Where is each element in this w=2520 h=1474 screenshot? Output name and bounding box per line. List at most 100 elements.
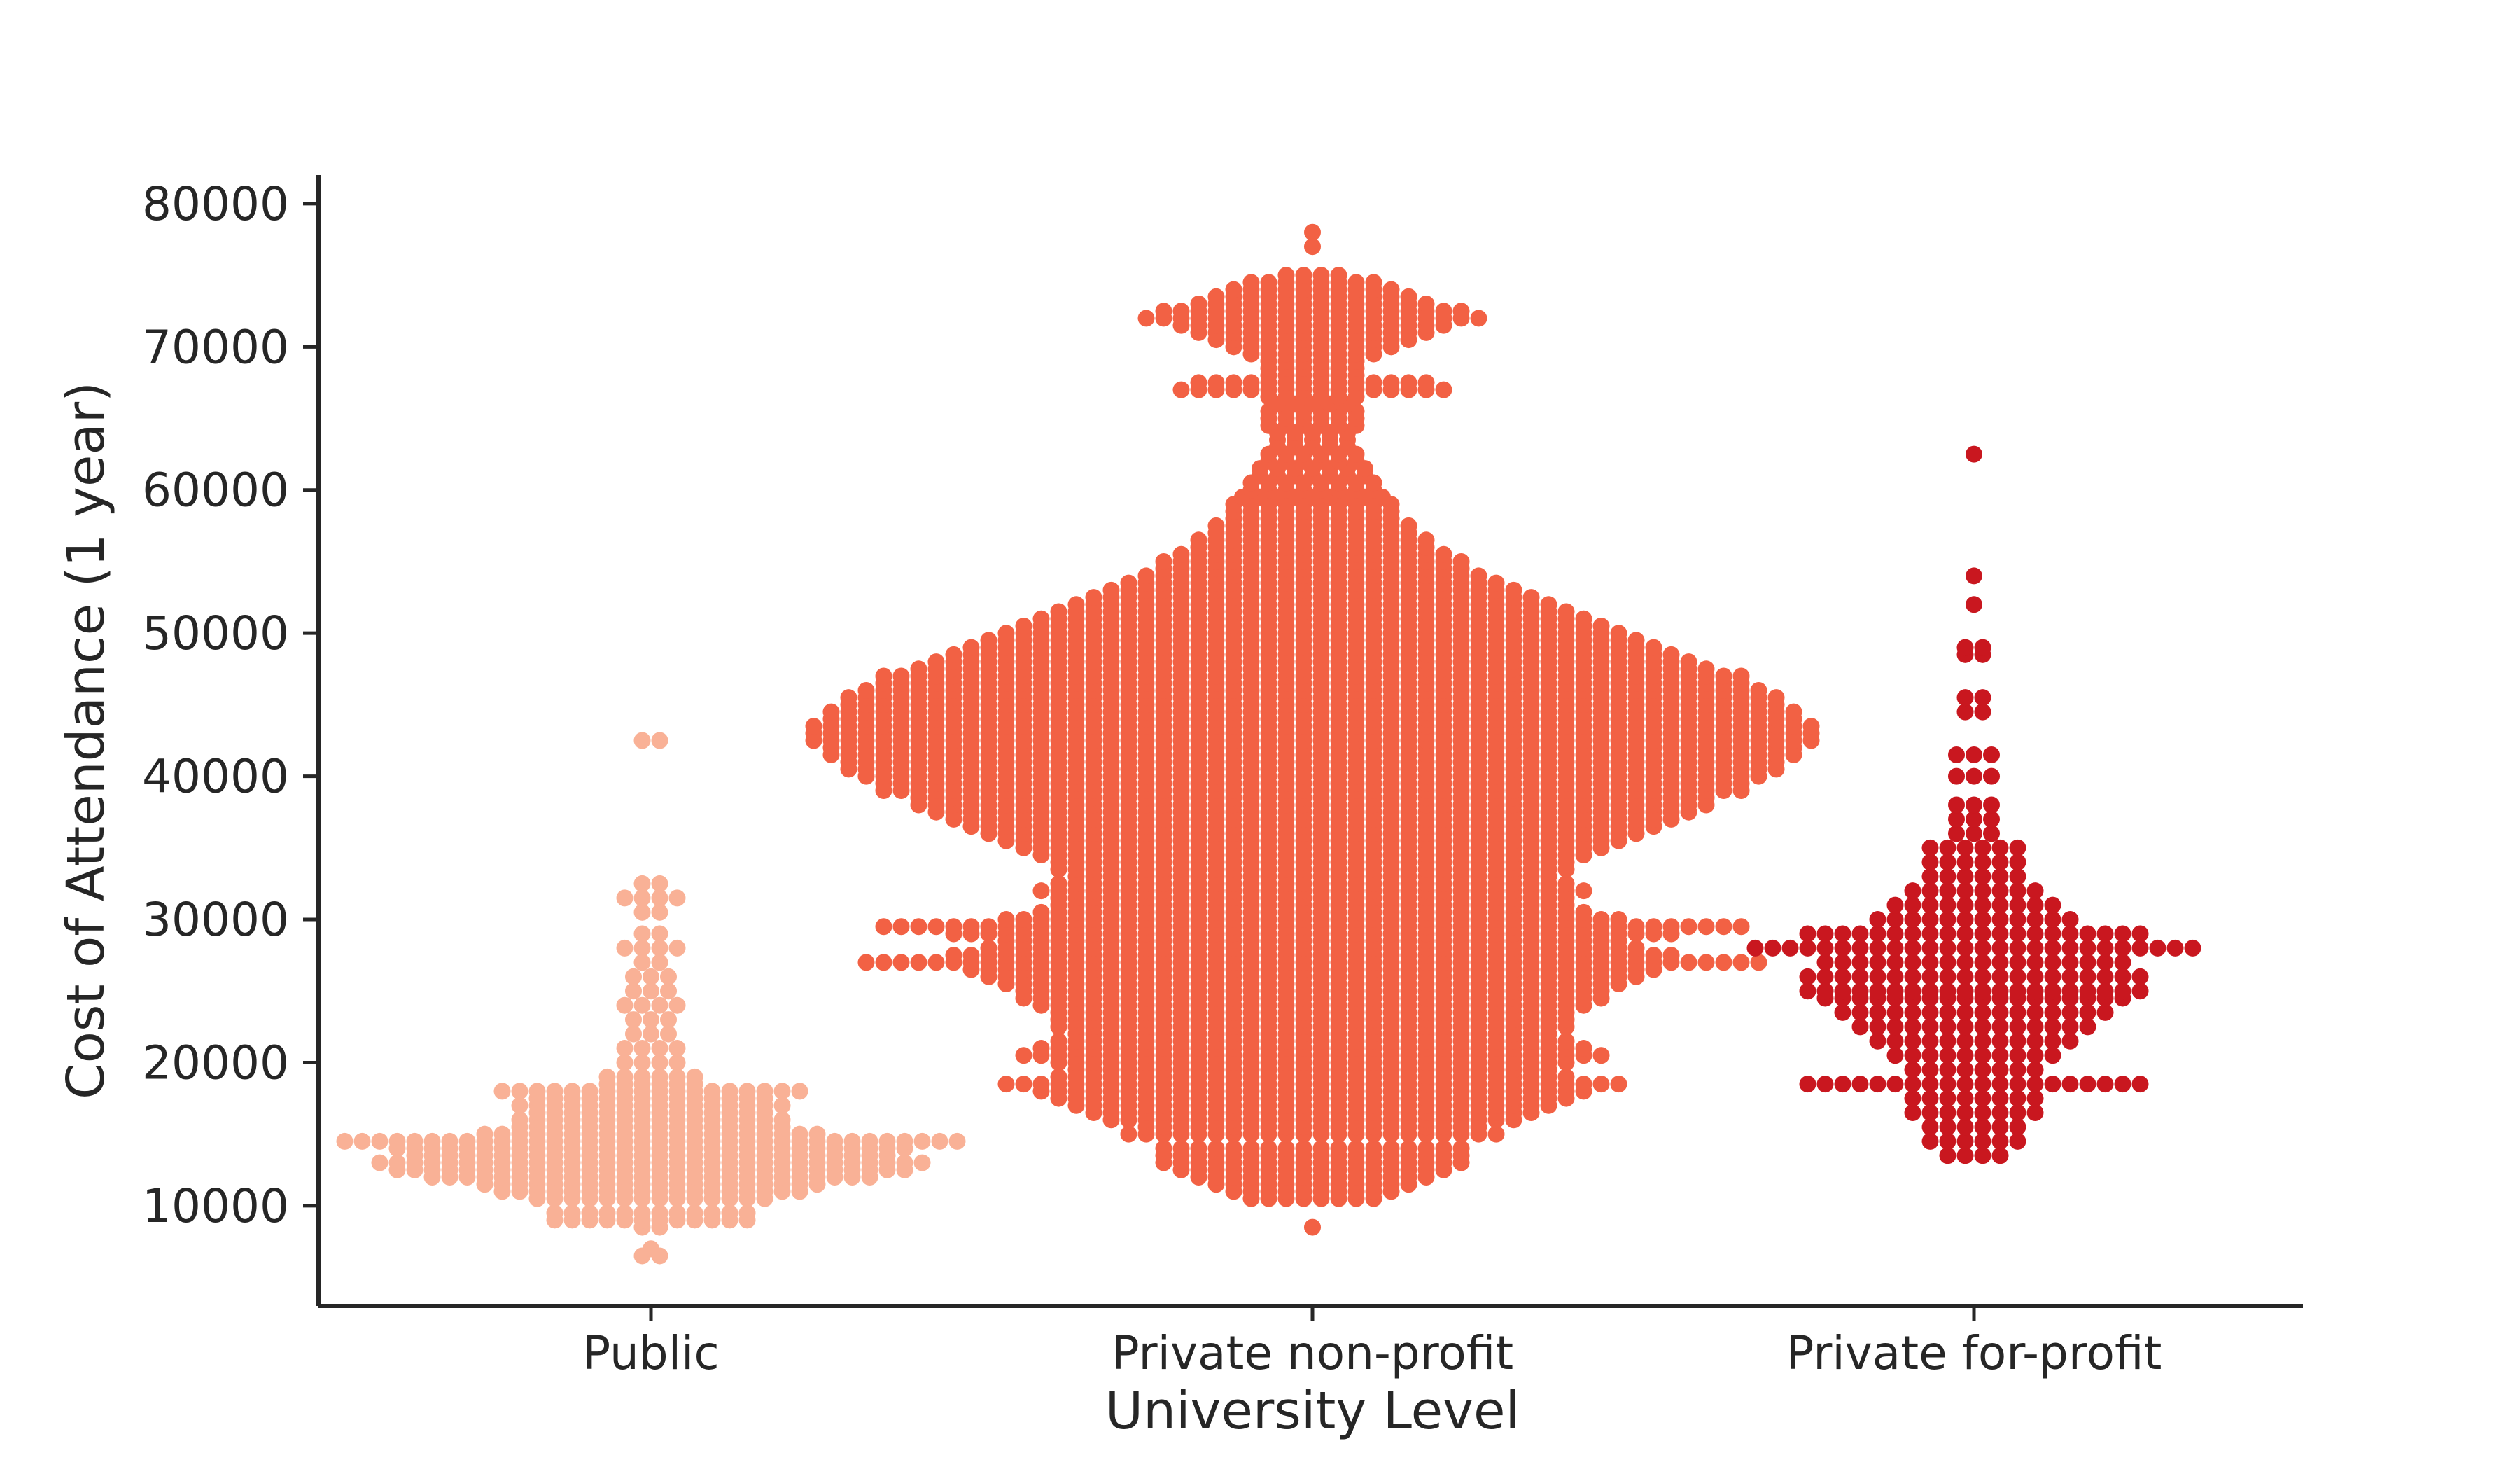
data-point	[1435, 303, 1452, 320]
data-point	[2009, 1118, 2026, 1136]
data-point	[1452, 303, 1470, 320]
data-point	[1966, 767, 1982, 785]
data-point	[1365, 1140, 1382, 1157]
data-point	[1382, 281, 1400, 298]
data-point	[1886, 982, 1904, 1000]
data-point	[1050, 1068, 1068, 1085]
data-point	[1558, 875, 1575, 892]
data-point	[1418, 531, 1435, 549]
data-point	[1991, 1032, 2009, 1050]
data-point	[1032, 882, 1050, 900]
data-point	[1904, 1032, 1921, 1050]
data-point	[1851, 954, 1869, 971]
data-point	[1956, 1032, 1974, 1050]
data-point	[1488, 574, 1505, 592]
x-tick-label: Private non-profit	[1112, 1326, 1513, 1380]
data-point	[1974, 639, 1991, 656]
data-point	[1991, 954, 2009, 971]
data-point	[2009, 968, 2026, 985]
data-point	[861, 1132, 878, 1150]
data-point	[1662, 918, 1680, 936]
data-point	[546, 1083, 564, 1100]
data-point	[1921, 1104, 1939, 1122]
data-point	[2026, 882, 2044, 900]
data-point	[1851, 1018, 1869, 1036]
swarm-group	[336, 732, 966, 1265]
data-point	[1956, 1047, 1974, 1064]
data-point	[476, 1125, 493, 1143]
data-point	[1956, 954, 1974, 971]
data-point	[1904, 1047, 1921, 1064]
data-point	[1225, 374, 1242, 391]
data-point	[1869, 968, 1886, 985]
data-point	[997, 1076, 1015, 1093]
data-point	[1330, 1140, 1348, 1157]
data-point	[1939, 1018, 1956, 1036]
data-point	[997, 625, 1015, 642]
data-point	[1418, 1140, 1435, 1157]
data-point	[1032, 903, 1050, 921]
data-point	[1991, 882, 2009, 900]
data-point	[1698, 918, 1715, 936]
y-axis-title: Cost of Attendance (1 year)	[56, 382, 116, 1099]
data-point	[2114, 954, 2132, 971]
data-point	[2009, 854, 2026, 871]
data-point	[1921, 939, 1939, 957]
data-point	[2062, 939, 2079, 957]
data-point	[2009, 868, 2026, 885]
data-point	[616, 1040, 634, 1057]
data-point	[668, 889, 686, 907]
data-point	[1974, 982, 1991, 1000]
data-point	[1991, 1147, 2009, 1164]
data-point	[1991, 968, 2009, 985]
data-point	[1138, 567, 1155, 585]
data-point	[1956, 1104, 1974, 1122]
data-point	[1991, 982, 2009, 1000]
data-point	[2079, 982, 2096, 1000]
data-point	[1939, 954, 1956, 971]
data-point	[581, 1083, 598, 1100]
data-point	[1904, 882, 1921, 900]
data-point	[1715, 954, 1732, 971]
data-point	[1939, 939, 1956, 957]
data-point	[1904, 896, 1921, 914]
data-point	[2009, 882, 2026, 900]
data-point	[634, 939, 651, 957]
y-tick-label: 70000	[142, 320, 289, 374]
data-point	[1190, 295, 1208, 312]
data-point	[660, 1025, 677, 1043]
data-point	[1834, 954, 1851, 971]
data-point	[625, 968, 642, 985]
data-point	[2009, 1076, 2026, 1093]
data-point	[2009, 1003, 2026, 1021]
data-point	[1991, 896, 2009, 914]
data-point	[1974, 1047, 1991, 1064]
data-point	[1834, 939, 1851, 957]
data-point	[1015, 617, 1032, 634]
data-point	[896, 1154, 913, 1171]
data-point	[660, 968, 677, 985]
data-point	[738, 1204, 756, 1222]
data-point	[1050, 875, 1068, 892]
data-point	[1628, 632, 1645, 649]
data-point	[1966, 567, 1982, 585]
data-point	[1851, 968, 1869, 985]
data-point	[1921, 1076, 1939, 1093]
data-point	[2044, 968, 2062, 985]
data-point	[1974, 1118, 1991, 1136]
data-point	[1921, 911, 1939, 929]
data-point	[1851, 925, 1869, 943]
data-point	[598, 1068, 616, 1085]
data-point	[1575, 903, 1592, 921]
data-point	[668, 1040, 686, 1057]
data-point	[1886, 1047, 1904, 1064]
data-point	[371, 1154, 388, 1171]
data-point	[2132, 968, 2149, 985]
data-point	[1505, 581, 1522, 599]
data-point	[651, 1040, 668, 1057]
data-point	[1816, 954, 1834, 971]
data-point	[651, 889, 668, 907]
data-point	[892, 918, 910, 936]
data-point	[1886, 939, 1904, 957]
y-tick-label: 50000	[142, 606, 289, 660]
